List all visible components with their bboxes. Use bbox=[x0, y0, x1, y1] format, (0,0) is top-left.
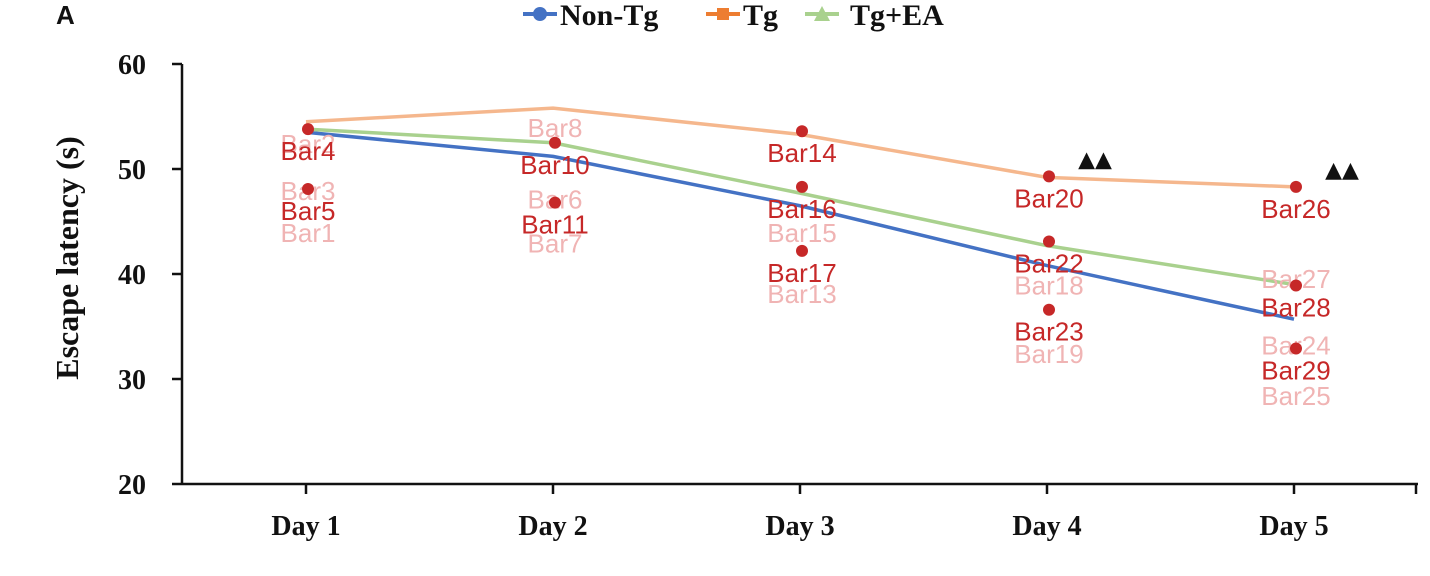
legend-label: Tg bbox=[743, 0, 778, 32]
bar-point-label: Bar18 bbox=[1014, 271, 1083, 301]
bar-point-label: Bar13 bbox=[767, 279, 836, 309]
series-line-non-tg bbox=[305, 130, 1295, 321]
bar-point-marker bbox=[549, 136, 561, 149]
bar-point-label: Bar14 bbox=[767, 138, 836, 168]
bar-point-marker bbox=[1043, 170, 1055, 183]
y-tick-label: 40 bbox=[118, 260, 146, 291]
bar-point-label: Bar22 bbox=[1014, 248, 1083, 278]
bar-point-label: Bar17 bbox=[767, 258, 836, 288]
bar-point-label: Bar25 bbox=[1261, 381, 1330, 411]
legend-triangle-marker bbox=[814, 6, 830, 21]
x-tick-label: Day 4 bbox=[1012, 511, 1081, 542]
legend-circle-marker bbox=[533, 7, 547, 21]
legend-square-marker bbox=[717, 8, 729, 20]
legend: Non-Tg Tg Tg+EA bbox=[523, 0, 944, 32]
bar-point-label: Bar29 bbox=[1261, 356, 1330, 386]
bar-point-marker bbox=[796, 180, 808, 193]
bar-point-label: Bar16 bbox=[767, 194, 836, 224]
legend-label: Non-Tg bbox=[560, 0, 658, 32]
panel-letter: A bbox=[56, 0, 75, 30]
bar-point-label: Bar28 bbox=[1261, 293, 1330, 323]
x-tick-label: Day 3 bbox=[765, 511, 834, 542]
bar-point-label: Bar23 bbox=[1014, 317, 1083, 347]
legend-label: Tg+EA bbox=[850, 0, 944, 32]
y-tick-label: 20 bbox=[118, 470, 146, 501]
bar-point-marker bbox=[796, 244, 808, 257]
bar-point-label: Bar11 bbox=[521, 210, 588, 240]
x-tick-label: Day 5 bbox=[1259, 511, 1328, 542]
bar-point-label: Bar26 bbox=[1261, 194, 1330, 224]
x-tick-label: Day 1 bbox=[271, 511, 340, 542]
bar-point-marker bbox=[1290, 279, 1302, 292]
bar-point-marker bbox=[549, 196, 561, 209]
bar-points: Bar2Bar4Bar3Bar5Bar1Bar8Bar10Bar6Bar11Ba… bbox=[281, 113, 1331, 411]
bar-point-marker bbox=[1043, 303, 1055, 316]
bar-point-label: Bar4 bbox=[281, 136, 336, 166]
bar-point-marker bbox=[1043, 235, 1055, 248]
y-axis-title: Escape latency (s) bbox=[49, 136, 85, 380]
y-tick-label: 60 bbox=[118, 50, 146, 81]
bar-point-label: Bar15 bbox=[767, 218, 836, 248]
y-ticks: 20 30 40 50 60 bbox=[118, 50, 182, 501]
x-tick-label: Day 2 bbox=[518, 511, 587, 542]
x-ticks: Day 1 Day 2 Day 3 Day 4 Day 5 bbox=[271, 484, 1418, 542]
significance-marker: ▲▲ bbox=[1078, 147, 1112, 172]
bar-point-label: Bar20 bbox=[1014, 183, 1083, 213]
bar-point-marker bbox=[1290, 180, 1302, 193]
series-line-tg-ea bbox=[305, 127, 1295, 287]
bar-point-marker bbox=[302, 182, 314, 195]
bar-point-marker bbox=[302, 123, 314, 136]
y-tick-label: 30 bbox=[118, 365, 146, 396]
annotations: ▲▲ ▲▲ bbox=[1078, 147, 1359, 183]
bar-point-label: Bar10 bbox=[520, 150, 589, 180]
bar-point-label: Bar1 bbox=[281, 218, 336, 248]
y-tick-label: 50 bbox=[118, 155, 146, 186]
bar-point-marker bbox=[796, 125, 808, 138]
significance-marker: ▲▲ bbox=[1325, 158, 1359, 183]
bar-point-label: Bar7 bbox=[528, 229, 583, 259]
bar-point-label: Bar19 bbox=[1014, 339, 1083, 369]
bar-point-label: Bar5 bbox=[281, 196, 336, 226]
bar-point-marker bbox=[1290, 342, 1302, 355]
